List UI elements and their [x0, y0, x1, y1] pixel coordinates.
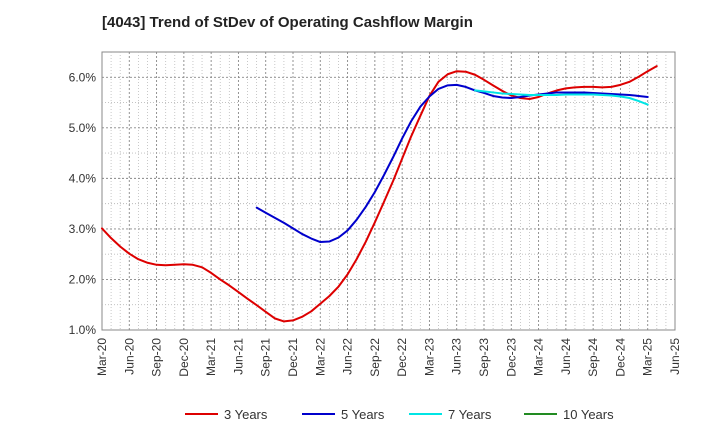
legend-label: 7 Years	[448, 407, 492, 422]
legend: 3 Years 5 Years 7 Years 10 Years	[185, 407, 614, 422]
chart-title: [4043] Trend of StDev of Operating Cashf…	[102, 14, 473, 31]
x-tick-label: Jun-23	[450, 338, 464, 375]
x-tick-label: Jun-25	[668, 338, 682, 375]
x-tick-label: Sep-21	[259, 338, 273, 377]
grid-lines	[102, 52, 675, 330]
x-tick-label: Mar-21	[204, 338, 218, 376]
x-tick-label: Dec-21	[286, 338, 300, 377]
x-tick-label: Mar-23	[422, 338, 436, 376]
x-tick-label: Jun-20	[122, 338, 136, 375]
x-tick-label: Dec-23	[504, 338, 518, 377]
x-tick-label: Mar-25	[641, 338, 655, 376]
legend-label: 10 Years	[563, 407, 614, 422]
legend-label: 5 Years	[341, 407, 385, 422]
x-tick-label: Dec-24	[613, 338, 627, 377]
x-tick-label: Sep-20	[150, 338, 164, 377]
x-tick-label: Mar-22	[313, 338, 327, 376]
x-tick-label: Sep-22	[368, 338, 382, 377]
series-line-3-years	[101, 65, 658, 323]
x-tick-label: Jun-21	[231, 338, 245, 375]
y-tick-label: 2.0%	[69, 272, 97, 286]
x-tick-label: Sep-24	[586, 338, 600, 377]
y-tick-label: 6.0%	[69, 70, 97, 84]
y-tick-label: 1.0%	[69, 323, 97, 337]
x-tick-label: Mar-20	[95, 338, 109, 376]
y-axis: 1.0% 2.0% 3.0% 4.0% 5.0% 6.0%	[69, 70, 97, 337]
x-axis: Mar-20 Jun-20 Sep-20 Dec-20 Mar-21 Jun-21 Sep-…	[95, 338, 682, 377]
y-tick-label: 4.0%	[69, 171, 97, 185]
x-tick-label: Dec-22	[395, 338, 409, 377]
legend-label: 3 Years	[224, 407, 268, 422]
x-tick-label: Jun-22	[341, 338, 355, 375]
series-lines	[101, 65, 658, 323]
y-tick-label: 3.0%	[69, 222, 97, 236]
x-tick-label: Jun-24	[559, 338, 573, 375]
x-tick-label: Mar-24	[532, 338, 546, 376]
x-tick-label: Dec-20	[177, 338, 191, 377]
y-tick-label: 5.0%	[69, 121, 97, 135]
series-line-7-years	[474, 89, 649, 106]
x-tick-label: Sep-23	[477, 338, 491, 377]
series-line-5-years	[255, 83, 649, 244]
